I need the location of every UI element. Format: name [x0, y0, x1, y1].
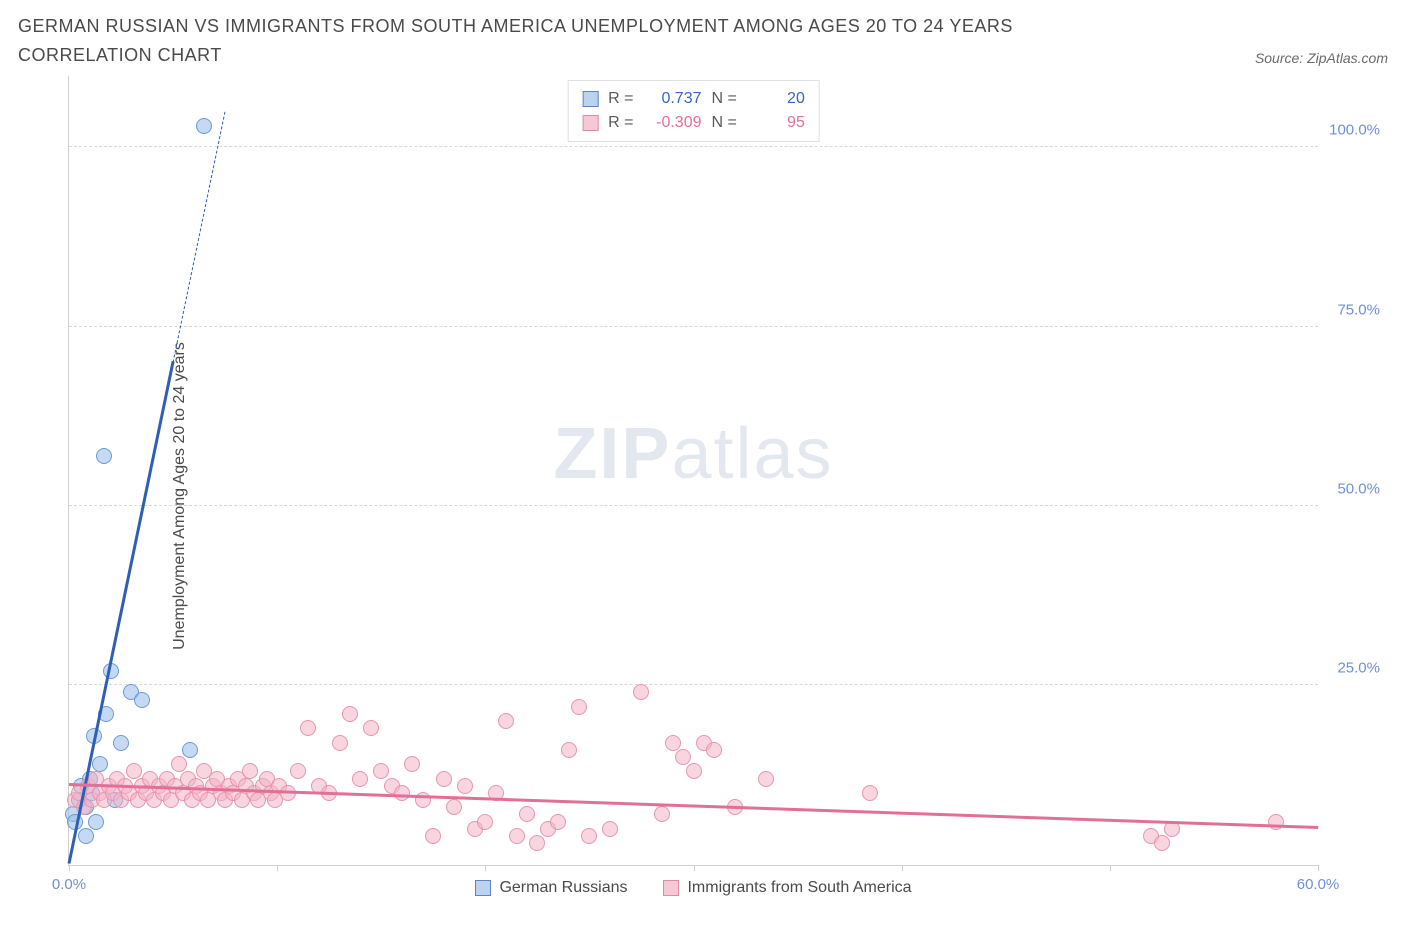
data-point-immigrants-south-america	[758, 771, 774, 787]
x-tick	[1110, 865, 1111, 871]
data-point-immigrants-south-america	[352, 771, 368, 787]
chart-title: GERMAN RUSSIAN VS IMMIGRANTS FROM SOUTH …	[18, 12, 1118, 70]
data-point-immigrants-south-america	[457, 778, 473, 794]
data-point-immigrants-south-america	[394, 785, 410, 801]
x-tick-label: 0.0%	[52, 876, 86, 893]
x-tick	[902, 865, 903, 871]
legend-swatch	[582, 115, 598, 131]
x-tick	[69, 865, 70, 871]
series-legend: German Russians Immigrants from South Ame…	[69, 879, 1318, 897]
data-point-german-russians	[196, 118, 212, 134]
legend-item: German Russians	[475, 879, 627, 897]
legend-row: R = -0.309 N = 95	[582, 111, 805, 135]
x-tick	[694, 865, 695, 871]
data-point-immigrants-south-america	[602, 821, 618, 837]
data-point-immigrants-south-america	[332, 735, 348, 751]
x-tick	[485, 865, 486, 871]
data-point-immigrants-south-america	[242, 763, 258, 779]
y-tick-label: 75.0%	[1337, 301, 1380, 318]
y-tick-label: 25.0%	[1337, 660, 1380, 677]
legend-item: Immigrants from South America	[663, 879, 911, 897]
data-point-german-russians	[78, 828, 94, 844]
x-tick-label: 60.0%	[1297, 876, 1340, 893]
gridline-h	[69, 684, 1318, 685]
legend-swatch	[663, 880, 679, 896]
y-tick-label: 50.0%	[1337, 481, 1380, 498]
data-point-immigrants-south-america	[675, 749, 691, 765]
data-point-german-russians	[182, 742, 198, 758]
data-point-immigrants-south-america	[436, 771, 452, 787]
source-attribution: Source: ZipAtlas.com	[1255, 50, 1388, 66]
data-point-german-russians	[96, 448, 112, 464]
data-point-immigrants-south-america	[498, 713, 514, 729]
legend-series-label: German Russians	[499, 879, 627, 897]
data-point-german-russians	[113, 735, 129, 751]
data-point-immigrants-south-america	[686, 763, 702, 779]
correlation-legend: R = 0.737 N = 20 R = -0.309 N = 95	[567, 80, 820, 142]
data-point-immigrants-south-america	[342, 706, 358, 722]
legend-n-label: N =	[712, 87, 737, 111]
legend-r-value: -0.309	[644, 111, 702, 135]
legend-row: R = 0.737 N = 20	[582, 87, 805, 111]
legend-r-label: R =	[608, 111, 633, 135]
data-point-immigrants-south-america	[550, 814, 566, 830]
data-point-immigrants-south-america	[446, 799, 462, 815]
plot-area: ZIPatlas R =0.737N =20R =-0.309N =95 Ger…	[68, 76, 1318, 866]
data-point-immigrants-south-america	[633, 684, 649, 700]
data-point-immigrants-south-america	[373, 763, 389, 779]
data-point-german-russians	[88, 814, 104, 830]
data-point-immigrants-south-america	[706, 742, 722, 758]
gridline-h	[69, 505, 1318, 506]
legend-swatch	[475, 880, 491, 896]
data-point-immigrants-south-america	[404, 756, 420, 772]
data-point-immigrants-south-america	[862, 785, 878, 801]
data-point-immigrants-south-america	[477, 814, 493, 830]
data-point-immigrants-south-america	[581, 828, 597, 844]
data-point-immigrants-south-america	[519, 806, 535, 822]
data-point-german-russians	[134, 692, 150, 708]
data-point-immigrants-south-america	[571, 699, 587, 715]
legend-r-value: 0.737	[644, 87, 702, 111]
y-tick-label: 100.0%	[1329, 122, 1380, 139]
legend-n-value: 20	[747, 87, 805, 111]
data-point-immigrants-south-america	[509, 828, 525, 844]
legend-series-label: Immigrants from South America	[687, 879, 911, 897]
data-point-immigrants-south-america	[665, 735, 681, 751]
gridline-h	[69, 146, 1318, 147]
data-point-immigrants-south-america	[561, 742, 577, 758]
data-point-immigrants-south-america	[290, 763, 306, 779]
data-point-immigrants-south-america	[363, 720, 379, 736]
data-point-immigrants-south-america	[300, 720, 316, 736]
chart-container: Unemployment Among Ages 20 to 24 years Z…	[18, 76, 1388, 916]
x-tick	[1318, 865, 1319, 871]
legend-n-label: N =	[712, 111, 737, 135]
legend-swatch	[582, 91, 598, 107]
data-point-immigrants-south-america	[425, 828, 441, 844]
legend-n-value: 95	[747, 111, 805, 135]
x-tick	[277, 865, 278, 871]
trend-line	[173, 111, 226, 362]
gridline-h	[69, 326, 1318, 327]
data-point-immigrants-south-america	[529, 835, 545, 851]
watermark: ZIPatlas	[553, 413, 833, 495]
legend-r-label: R =	[608, 87, 633, 111]
data-point-immigrants-south-america	[1154, 835, 1170, 851]
data-point-immigrants-south-america	[654, 806, 670, 822]
